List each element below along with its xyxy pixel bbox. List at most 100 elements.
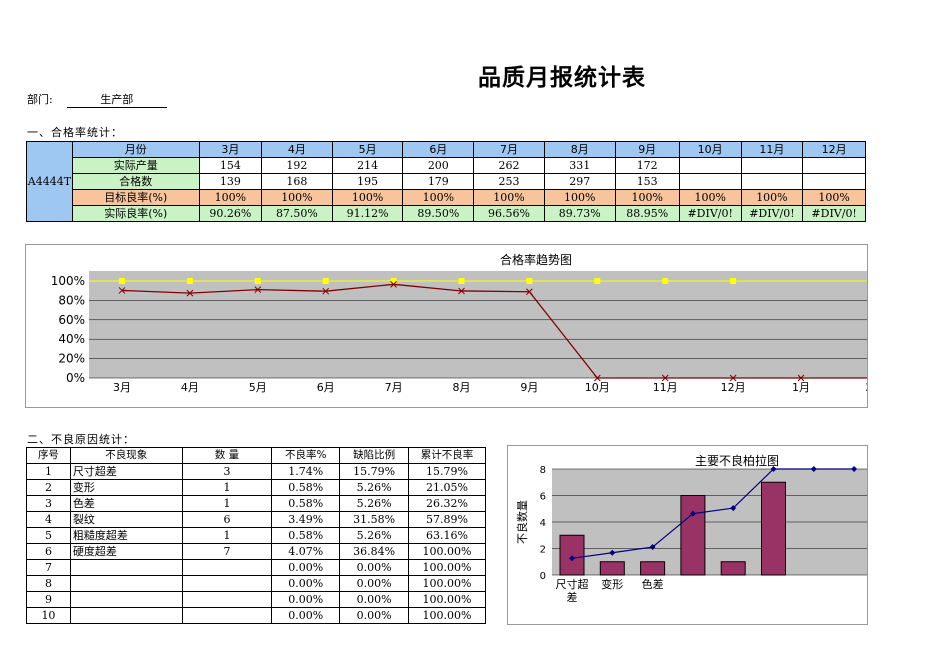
value-cell: 88.95% bbox=[614, 205, 680, 222]
value-cell: #DIV/0! bbox=[740, 205, 804, 222]
cumulative-marker bbox=[569, 555, 575, 562]
page-title: 品质月报统计表 bbox=[478, 65, 646, 91]
value-cell: 153 bbox=[614, 173, 680, 190]
cell: 7 bbox=[181, 543, 273, 560]
cell: 5.26% bbox=[339, 479, 410, 496]
y-axis-label: 不良数量 bbox=[515, 500, 529, 544]
bar bbox=[640, 561, 666, 576]
actual-marker bbox=[118, 287, 126, 294]
y-tick-label: 40% bbox=[58, 332, 85, 346]
cell: 裂纹 bbox=[69, 511, 183, 528]
cell: 粗糙度超差 bbox=[69, 527, 183, 544]
column-header: 序号 bbox=[26, 447, 71, 464]
column-header: 缺陷比例 bbox=[339, 447, 410, 464]
department-label: 部门: bbox=[27, 93, 53, 106]
cell: 57.89% bbox=[408, 511, 486, 528]
cell: 6 bbox=[26, 543, 71, 560]
table-row: 8 0.00% 0.00% 100.00% bbox=[26, 575, 486, 592]
value-cell: 87.50% bbox=[261, 205, 333, 222]
cumulative-marker bbox=[609, 549, 616, 556]
actual-marker bbox=[322, 287, 330, 295]
x-tick-label: 色差 bbox=[642, 577, 664, 591]
cumulative-marker bbox=[689, 510, 696, 517]
value-cell: 214 bbox=[331, 157, 404, 174]
value-cell: 89.50% bbox=[402, 205, 475, 222]
target-marker bbox=[322, 278, 329, 284]
y-tick-label: 80% bbox=[58, 293, 85, 307]
cell: 4 bbox=[26, 511, 71, 528]
cell: 变形 bbox=[69, 479, 183, 496]
actual-marker bbox=[661, 374, 669, 382]
pareto-chart: 主要不良柏拉图 8 6 4 2 0 不良数量 尺寸超差 变形 色差 bbox=[507, 445, 868, 625]
actual-marker bbox=[797, 374, 805, 382]
column-header: 不良率% bbox=[271, 447, 341, 464]
column-header: 不良现象 bbox=[69, 447, 183, 464]
department-value: 生产部 bbox=[66, 91, 167, 108]
target-marker bbox=[254, 278, 261, 284]
x-tick-label: 差 bbox=[567, 590, 578, 604]
cumulative-marker bbox=[851, 466, 858, 472]
row-label: 合格数 bbox=[71, 173, 200, 190]
cell: 9 bbox=[26, 591, 71, 608]
month-cell: 5月 bbox=[331, 141, 404, 158]
plot-area bbox=[89, 271, 867, 378]
cell: 硬度超差 bbox=[69, 543, 183, 560]
cell: 1.74% bbox=[271, 463, 341, 480]
cell: 8 bbox=[26, 575, 71, 592]
x-tick-label: 11月 bbox=[653, 381, 678, 394]
y-tick-label: 0% bbox=[66, 371, 85, 385]
actual-marker bbox=[526, 288, 533, 296]
bar bbox=[599, 561, 625, 576]
cell: 6 bbox=[181, 511, 273, 528]
cell: 0.00% bbox=[271, 575, 341, 592]
cell: 0.58% bbox=[271, 495, 341, 512]
value-cell: 100% bbox=[802, 189, 866, 206]
cell bbox=[69, 591, 183, 608]
yield-table: A4444T 月份 3月 4月 5月 6月 7月 8月 9月 10月 11月 12月 实际产量 154 19… bbox=[26, 141, 866, 222]
cell: 31.58% bbox=[339, 511, 410, 528]
value-cell: 100% bbox=[614, 189, 680, 206]
value-cell: 154 bbox=[198, 157, 263, 174]
cell: 0.00% bbox=[339, 607, 410, 624]
value-cell: 96.56% bbox=[473, 205, 545, 222]
product-code: A4444T bbox=[26, 141, 73, 222]
x-tick-label: 7月 bbox=[385, 381, 403, 394]
x-tick-label: 3月 bbox=[113, 381, 131, 394]
month-cell: 8月 bbox=[543, 141, 616, 158]
row-label: 实际产量 bbox=[71, 157, 200, 174]
cell: 3 bbox=[26, 495, 71, 512]
cell: 100.00% bbox=[408, 591, 486, 608]
value-cell: 195 bbox=[331, 173, 404, 190]
value-cell: 100% bbox=[678, 189, 742, 206]
value-cell bbox=[740, 157, 804, 174]
target-marker bbox=[390, 278, 397, 284]
cumulative-marker bbox=[810, 466, 817, 472]
x-tick-label: 6月 bbox=[317, 381, 335, 394]
cell: 26.32% bbox=[408, 495, 486, 512]
target-marker bbox=[730, 278, 737, 284]
month-cell: 12月 bbox=[802, 141, 866, 158]
cell: 100.00% bbox=[408, 607, 486, 624]
value-cell: 100% bbox=[402, 189, 475, 206]
month-cell: 4月 bbox=[261, 141, 333, 158]
target-marker bbox=[526, 278, 533, 284]
month-cell: 10月 bbox=[678, 141, 742, 158]
table-row: 6 硬度超差 7 4.07% 36.84% 100.00% bbox=[26, 543, 486, 560]
cell: 色差 bbox=[69, 495, 183, 512]
x-tick-label: 5月 bbox=[249, 381, 267, 394]
cell bbox=[181, 591, 273, 608]
bar bbox=[680, 495, 706, 576]
bar bbox=[559, 534, 585, 576]
x-tick-label: 4月 bbox=[181, 381, 199, 394]
yield-trend-chart: 合格率趋势图 100% 80% 60% 40% 20% 0% 3月 4月 5月 6月 7月 8月 9月 10… bbox=[25, 244, 872, 408]
value-cell: 262 bbox=[473, 157, 545, 174]
value-cell bbox=[740, 173, 804, 190]
target-marker bbox=[186, 278, 193, 284]
section1-label: 一、合格率统计： bbox=[27, 126, 123, 139]
cell: 1 bbox=[181, 479, 273, 496]
department-row: 部门: 生产部 bbox=[27, 91, 167, 108]
value-cell: 200 bbox=[402, 157, 475, 174]
target-marker bbox=[119, 278, 125, 284]
value-cell: 192 bbox=[261, 157, 333, 174]
value-cell: 100% bbox=[198, 189, 263, 206]
